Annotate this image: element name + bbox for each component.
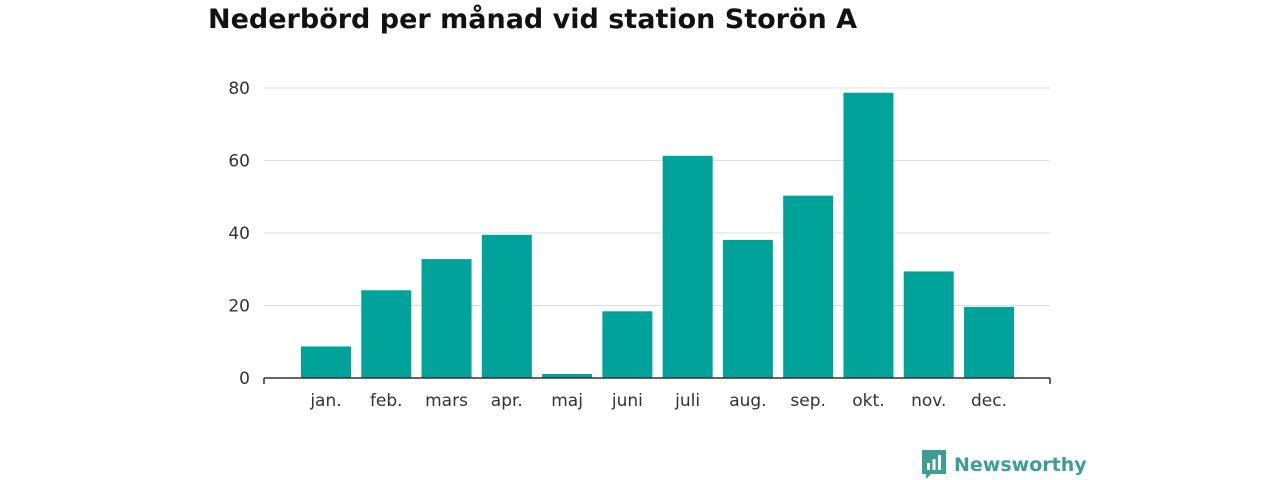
bar-0: [301, 346, 351, 378]
x-tick-label: juni: [611, 391, 643, 411]
bar-9: [843, 92, 894, 379]
x-tick-label: aug.: [729, 391, 766, 411]
x-tick-label: feb.: [370, 391, 403, 411]
bar-4: [542, 374, 593, 378]
bars: [301, 92, 1014, 379]
x-tick-label: sep.: [790, 391, 826, 411]
y-tick-label: 40: [228, 224, 250, 244]
bar-3: [481, 234, 532, 378]
x-axis: [263, 377, 1051, 384]
bar-10: [903, 271, 954, 378]
x-tick-label: maj: [551, 391, 583, 411]
x-tick-label: apr.: [491, 391, 523, 411]
x-tick-label: nov.: [911, 391, 946, 411]
chart-title: Nederbörd per månad vid station Storön A: [208, 4, 858, 35]
y-tick-label: 60: [228, 152, 250, 172]
newsworthy-logo-icon: [922, 450, 946, 479]
y-tick-label: 80: [228, 79, 250, 99]
bar-11: [964, 306, 1014, 378]
x-tick-label: juli: [674, 391, 700, 411]
bar-2: [421, 259, 472, 378]
bar-5: [602, 311, 653, 378]
x-tick-label: dec.: [971, 391, 1007, 411]
newsworthy-brand: Newsworthy: [922, 450, 1087, 480]
brand-name: Newsworthy: [954, 454, 1087, 476]
bar-6: [662, 155, 713, 378]
y-axis-ticks: 0 20 40 60 80: [228, 79, 250, 389]
x-tick-label: mars: [425, 391, 468, 411]
x-tick-label: okt.: [852, 391, 884, 411]
y-tick-label: 0: [239, 369, 250, 389]
bar-7: [722, 239, 773, 378]
bar-1: [361, 290, 412, 378]
x-axis-ticks: jan. feb. mars apr. maj juni juli aug. sep. okt. n…: [309, 391, 1007, 411]
x-tick-label: jan.: [309, 391, 341, 411]
y-tick-label: 20: [228, 297, 250, 317]
bar-8: [783, 195, 834, 378]
